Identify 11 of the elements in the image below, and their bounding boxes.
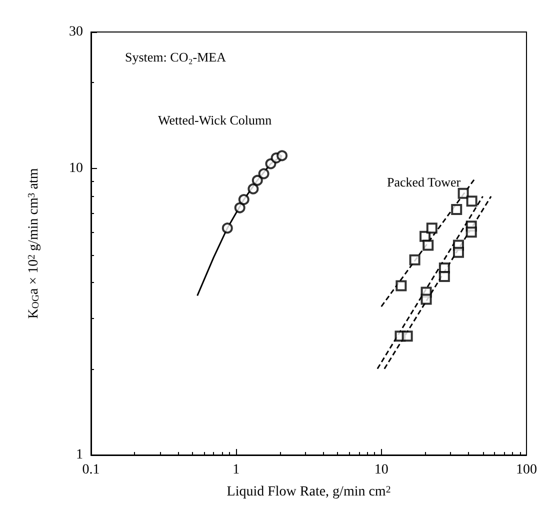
y-tick-label: 30 xyxy=(69,24,83,40)
x-tick-label: 0.1 xyxy=(82,462,100,478)
annotation: Wetted-Wick Column xyxy=(158,112,272,128)
y-tick-label: 10 xyxy=(69,161,83,176)
x-tick-label: 1 xyxy=(232,462,240,478)
y-axis-title: KOGa × 102 g/min cm3 atm xyxy=(26,168,42,319)
annotation: Packed Tower xyxy=(387,174,462,190)
y-tick-label: 1 xyxy=(76,448,83,462)
x-tick-label: 10 xyxy=(374,462,388,478)
annotation: System: CO₂-MEA xyxy=(125,50,227,64)
x-tick-label: 100 xyxy=(516,462,537,478)
